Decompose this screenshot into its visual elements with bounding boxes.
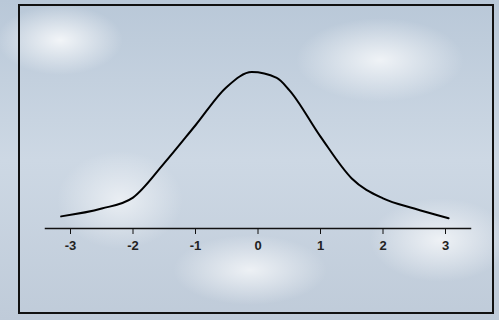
svg-text:-2: -2 [127,238,139,253]
svg-text:-1: -1 [190,238,202,253]
svg-text:0: 0 [254,238,261,253]
svg-text:3: 3 [442,238,449,253]
svg-text:1: 1 [317,238,324,253]
svg-text:-3: -3 [65,238,77,253]
svg-text:2: 2 [379,238,386,253]
